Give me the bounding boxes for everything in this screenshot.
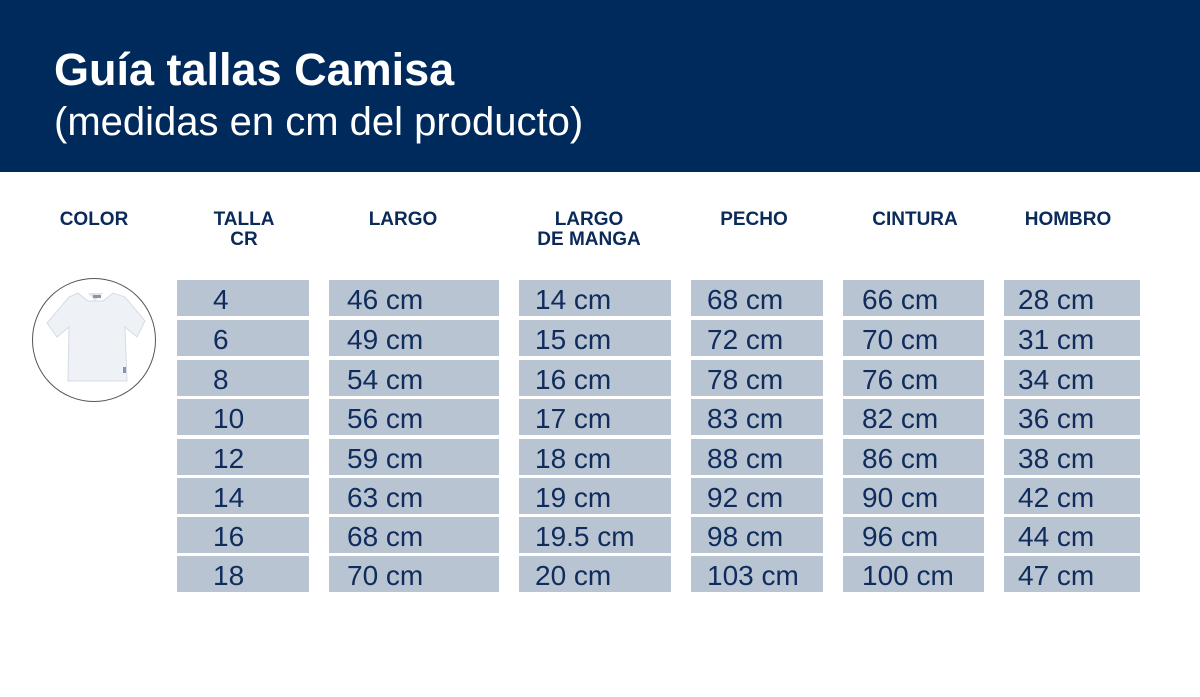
page-title: Guía tallas Camisa <box>54 44 455 95</box>
cell-hombro: 34 cm <box>1004 360 1140 396</box>
cell-cintura: 100 cm <box>843 556 984 592</box>
cell-largo: 49 cm <box>329 320 499 356</box>
cell-largo: 59 cm <box>329 439 499 475</box>
column-header: HOMBRO <box>1024 209 1112 230</box>
cell-largo-manga: 15 cm <box>519 320 671 356</box>
column-header: CINTURA <box>872 209 958 230</box>
cell-hombro: 47 cm <box>1004 556 1140 592</box>
shirt-icon <box>46 292 146 382</box>
column-header: TALLA CR <box>213 209 275 250</box>
cell-pecho: 72 cm <box>691 320 823 356</box>
cell-cintura: 66 cm <box>843 280 984 316</box>
cell-largo: 56 cm <box>329 399 499 435</box>
cell-hombro: 28 cm <box>1004 280 1140 316</box>
column-header: PECHO <box>720 209 788 230</box>
cell-largo-manga: 14 cm <box>519 280 671 316</box>
header-banner: Guía tallas Camisa (medidas en cm del pr… <box>0 0 1200 172</box>
cell-largo-manga: 17 cm <box>519 399 671 435</box>
cell-pecho: 78 cm <box>691 360 823 396</box>
column-header: LARGO DE MANGA <box>537 209 641 250</box>
cell-hombro: 36 cm <box>1004 399 1140 435</box>
cell-talla: 18 <box>177 556 309 592</box>
cell-largo: 68 cm <box>329 517 499 553</box>
cell-cintura: 86 cm <box>843 439 984 475</box>
cell-hombro: 42 cm <box>1004 478 1140 514</box>
cell-hombro: 44 cm <box>1004 517 1140 553</box>
cell-cintura: 90 cm <box>843 478 984 514</box>
cell-cintura: 96 cm <box>843 517 984 553</box>
cell-talla: 12 <box>177 439 309 475</box>
cell-talla: 10 <box>177 399 309 435</box>
cell-talla: 4 <box>177 280 309 316</box>
cell-talla: 14 <box>177 478 309 514</box>
column-header: COLOR <box>59 209 129 230</box>
cell-talla: 16 <box>177 517 309 553</box>
cell-largo: 63 cm <box>329 478 499 514</box>
page-subtitle: (medidas en cm del producto) <box>54 100 584 144</box>
cell-pecho: 83 cm <box>691 399 823 435</box>
cell-cintura: 70 cm <box>843 320 984 356</box>
cell-pecho: 103 cm <box>691 556 823 592</box>
cell-largo: 46 cm <box>329 280 499 316</box>
cell-largo: 70 cm <box>329 556 499 592</box>
cell-cintura: 82 cm <box>843 399 984 435</box>
cell-largo-manga: 19.5 cm <box>519 517 671 553</box>
cell-pecho: 88 cm <box>691 439 823 475</box>
cell-pecho: 98 cm <box>691 517 823 553</box>
cell-largo-manga: 20 cm <box>519 556 671 592</box>
cell-hombro: 38 cm <box>1004 439 1140 475</box>
cell-largo-manga: 18 cm <box>519 439 671 475</box>
cell-pecho: 92 cm <box>691 478 823 514</box>
shirt-color-image <box>32 278 156 402</box>
cell-pecho: 68 cm <box>691 280 823 316</box>
cell-talla: 6 <box>177 320 309 356</box>
column-header: LARGO <box>368 209 438 230</box>
cell-talla: 8 <box>177 360 309 396</box>
cell-largo-manga: 16 cm <box>519 360 671 396</box>
cell-cintura: 76 cm <box>843 360 984 396</box>
cell-largo-manga: 19 cm <box>519 478 671 514</box>
cell-largo: 54 cm <box>329 360 499 396</box>
cell-hombro: 31 cm <box>1004 320 1140 356</box>
